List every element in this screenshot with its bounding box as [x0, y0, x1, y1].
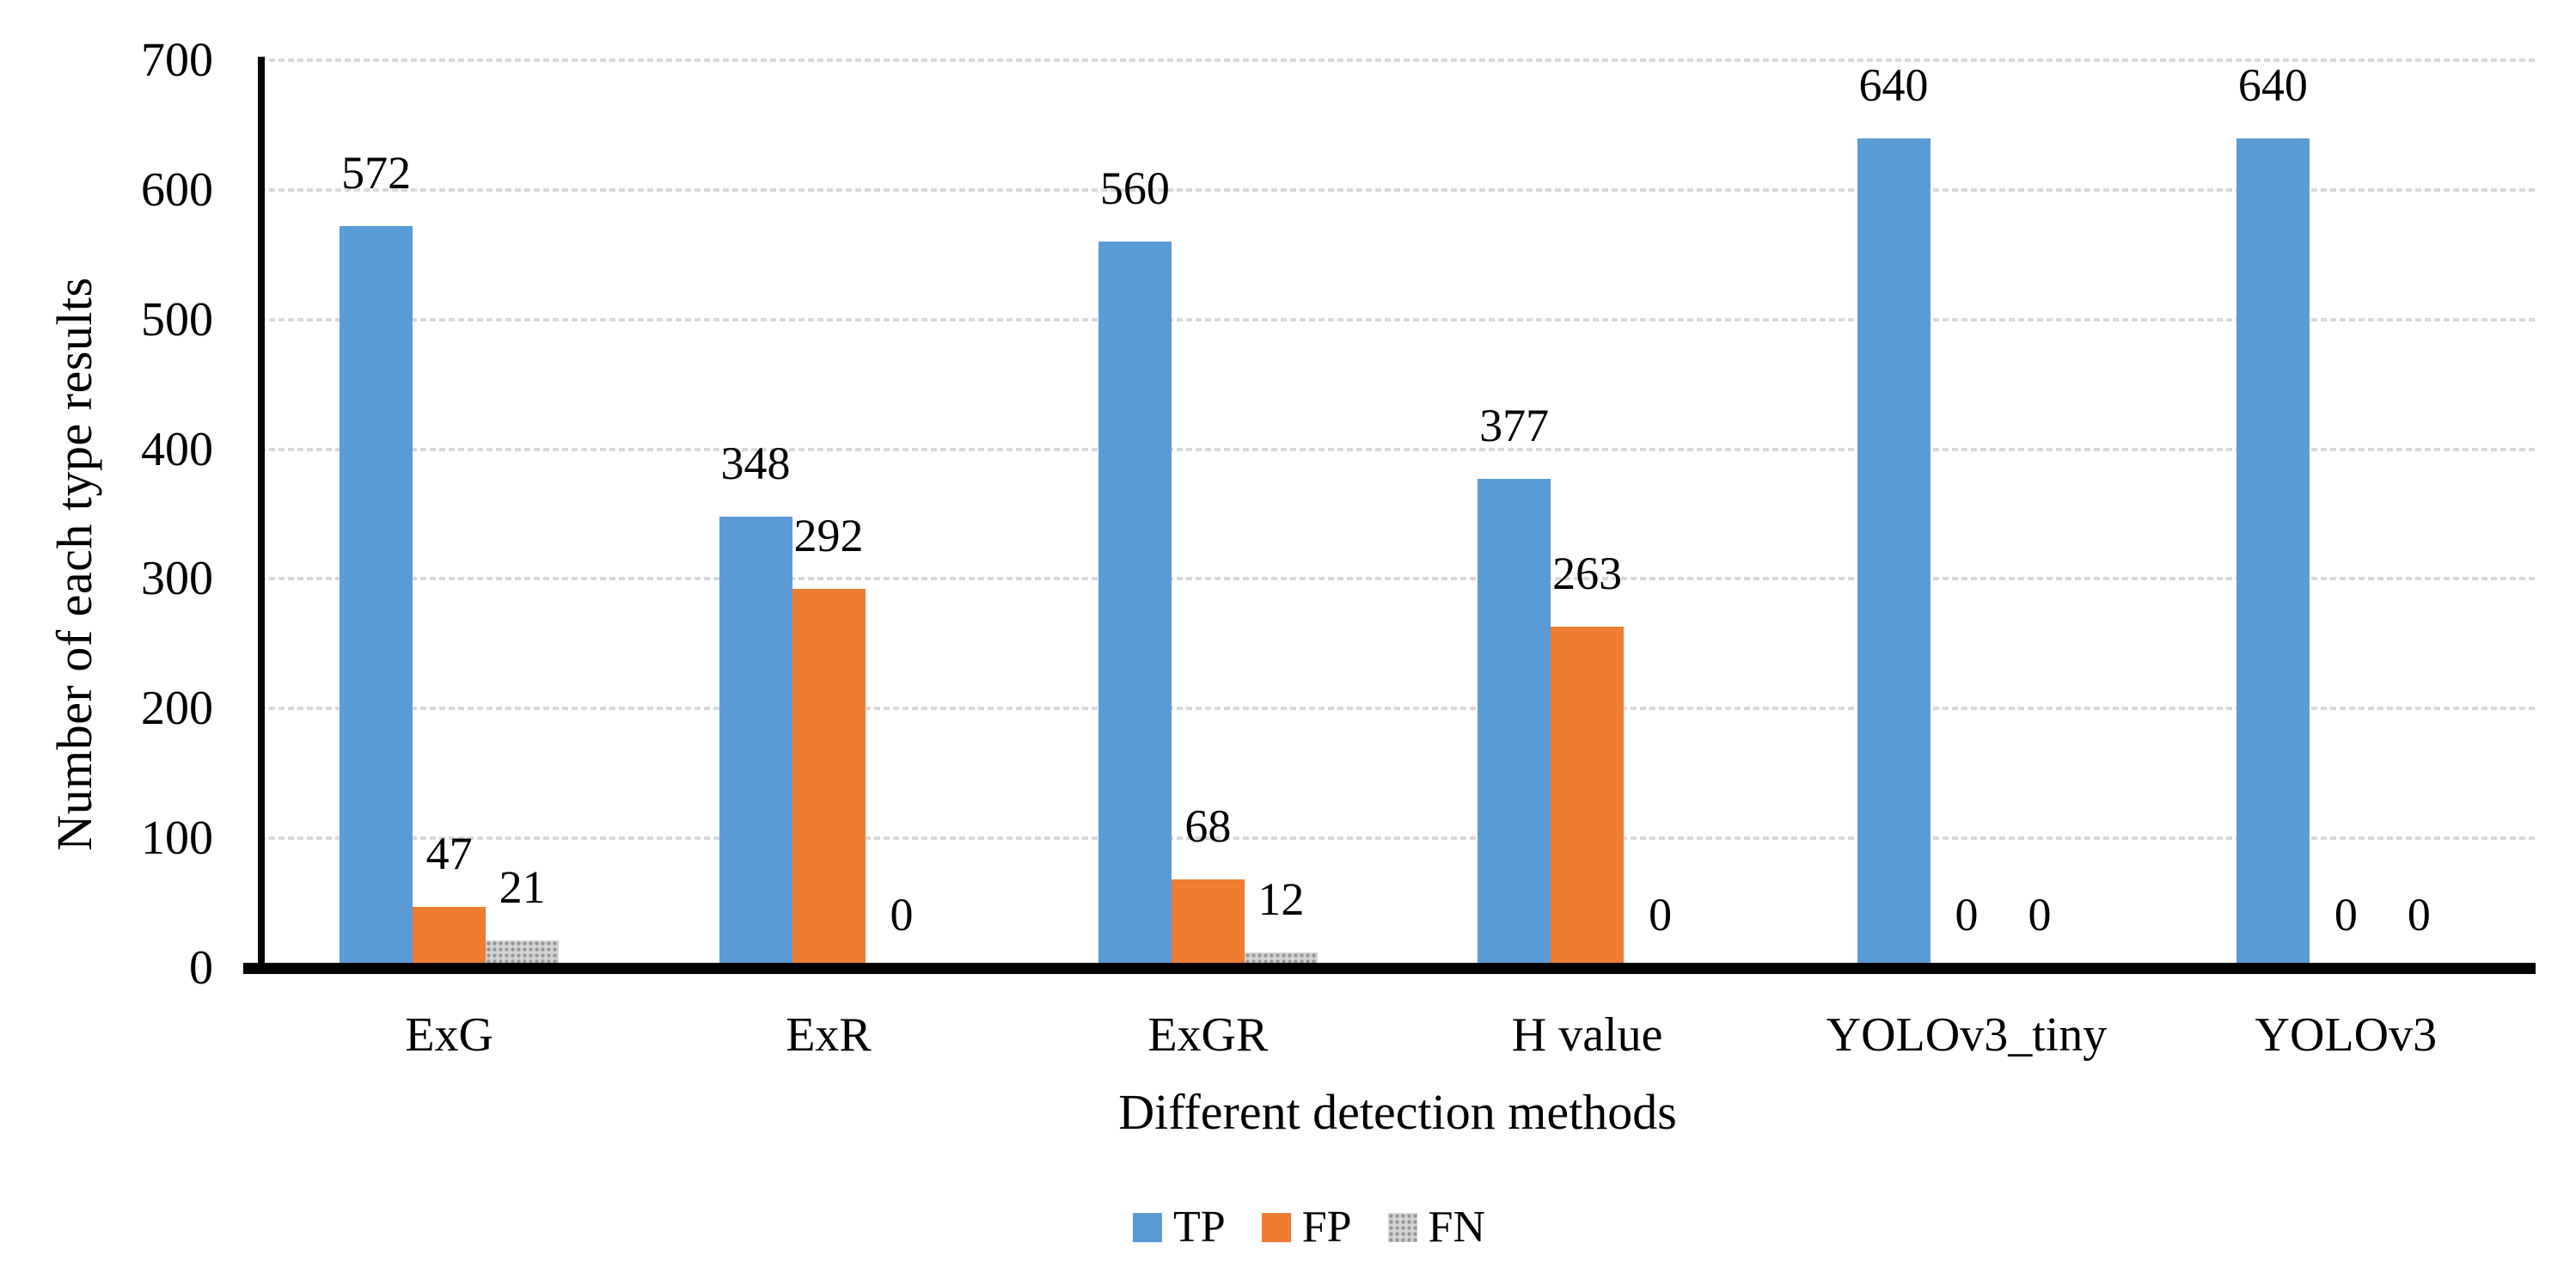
- legend: TP FP FN: [1133, 1202, 1485, 1253]
- bar-value-label: 47: [425, 828, 473, 880]
- category-label-h value: H value: [1511, 1008, 1663, 1062]
- gridline: [260, 836, 2536, 841]
- bar-value-label: 560: [1099, 162, 1170, 215]
- gridline: [260, 577, 2536, 581]
- gridline: [260, 447, 2536, 451]
- y-tick-label: 0: [189, 941, 213, 995]
- x-axis-line: [243, 963, 2536, 974]
- bar-value-label: 348: [720, 438, 791, 490]
- legend-item-tp: TP: [1133, 1202, 1226, 1253]
- category-label-exg: ExG: [405, 1008, 493, 1062]
- bar-fp-ExG: [413, 907, 486, 973]
- bar-value-label: 0: [1649, 889, 1673, 940]
- y-tick-label: 500: [141, 292, 213, 346]
- legend-swatch-fp-icon: [1261, 1213, 1291, 1242]
- legend-label: FN: [1428, 1203, 1486, 1252]
- bar-value-label: 21: [499, 861, 546, 914]
- bar-value-label: 377: [1479, 400, 1550, 452]
- bar-value-label: 292: [793, 510, 864, 562]
- y-axis-line: [258, 57, 265, 974]
- bar-fp-ExGR: [1171, 879, 1245, 973]
- y-tick-label: 700: [141, 34, 213, 87]
- bar-tp-YOLOv3_tiny: [1857, 138, 1930, 973]
- category-label-yolov3_tiny: YOLOv3_tiny: [1826, 1008, 2108, 1062]
- category-label-exr: ExR: [786, 1008, 872, 1062]
- bar-value-label: 0: [1955, 889, 1979, 940]
- y-tick-label: 200: [141, 682, 213, 736]
- y-tick-label: 100: [141, 812, 213, 866]
- bar-value-label: 68: [1184, 800, 1232, 853]
- gridline: [260, 187, 2536, 192]
- gridline: [260, 317, 2536, 322]
- bar-tp-H value: [1478, 479, 1551, 973]
- bar-value-label: 0: [890, 889, 914, 940]
- x-axis-title: Different detection methods: [1118, 1084, 1677, 1140]
- legend-swatch-tp-icon: [1133, 1213, 1162, 1242]
- bar-tp-YOLOv3: [2236, 138, 2310, 973]
- bar-value-label: 640: [2237, 58, 2308, 111]
- legend-item-fn: FN: [1387, 1202, 1486, 1253]
- gridline: [260, 58, 2536, 62]
- y-tick-label: 600: [141, 162, 213, 217]
- legend-swatch-fn-icon: [1387, 1213, 1417, 1242]
- bar-tp-ExG: [340, 226, 413, 973]
- y-tick-label: 400: [141, 422, 213, 476]
- bar-tp-ExR: [719, 517, 792, 973]
- legend-label: TP: [1173, 1203, 1226, 1252]
- category-label-exgr: ExGR: [1147, 1008, 1269, 1062]
- bar-value-label: 0: [2407, 889, 2431, 940]
- bar-value-label: 0: [2028, 889, 2052, 940]
- legend-label: FP: [1301, 1203, 1352, 1252]
- bar-value-label: 12: [1257, 873, 1305, 925]
- bar-value-label: 0: [2334, 889, 2358, 940]
- bar-tp-ExGR: [1098, 242, 1172, 973]
- gridline: [260, 707, 2536, 711]
- category-label-yolov3: YOLOv3: [2255, 1008, 2438, 1062]
- bar-value-label: 640: [1858, 58, 1929, 111]
- y-tick-label: 300: [141, 552, 213, 606]
- bar-value-label: 263: [1552, 548, 1623, 600]
- bar-value-label: 572: [341, 147, 412, 199]
- bar-fp-ExR: [792, 589, 866, 973]
- bar-fp-H value: [1551, 627, 1625, 973]
- legend-item-fp: FP: [1261, 1202, 1352, 1253]
